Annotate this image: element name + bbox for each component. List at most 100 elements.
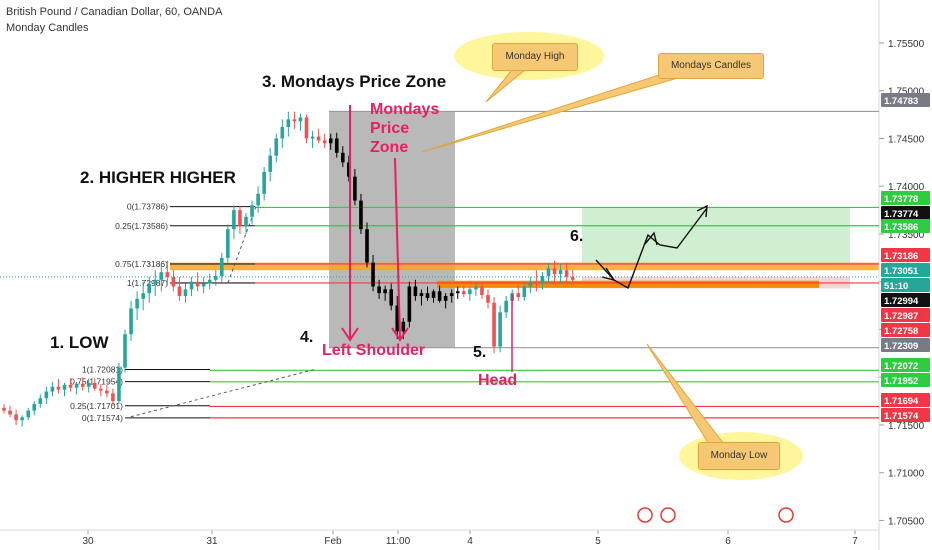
callout-pointer-low [646,343,725,447]
candle-body [528,281,533,287]
candle-body [250,205,254,217]
candle-body [159,272,164,280]
candle-body [213,275,218,280]
candle-body [20,417,24,421]
callout-monday-low[interactable]: Monday Low [698,442,780,470]
callout-mondays-candles[interactable]: Mondays Candles [658,53,764,79]
y-tick-label: 1.73500 [888,230,925,241]
candle-body [2,407,6,411]
candle-body [62,384,67,390]
candle-body [262,171,266,194]
candle-body [334,138,339,153]
candle-body [171,276,176,287]
x-tick-label: 11:00 [386,536,411,547]
fib-label-upper: 0(1.73786) [127,202,168,212]
price-badge-label: 1.72072 [884,361,918,372]
fib-label-upper: 0.75(1.73186) [115,259,168,269]
candle-body [207,279,212,284]
candle-body [341,152,345,163]
price-badge [881,323,930,337]
price-badge-label: 1.74783 [884,96,918,107]
candle-body [546,268,551,276]
annotation-low: 1. LOW [50,333,109,352]
candle-body [226,229,230,258]
candle-body [86,382,91,387]
fib-label-upper: 0.25(1.73586) [115,221,168,231]
candle-body [310,136,315,139]
event-flag-icon[interactable] [660,507,676,523]
candle-body [322,140,327,144]
candle-body [105,390,109,394]
y-tick-label: 1.74000 [888,182,925,193]
candle-body [395,305,400,332]
callout-monday-high[interactable]: Monday High [492,43,578,71]
event-flag-icon[interactable] [778,507,794,523]
candle-body [474,286,478,290]
candle-body [413,286,418,297]
candle-body [238,210,242,227]
price-badge-label: 1.73586 [884,222,918,233]
projection-arrowhead [601,267,616,282]
annotation-higher-higher: 2. HIGHER HIGHER [80,168,236,187]
price-badge-label: 1.71952 [884,376,918,387]
candle-body [558,270,563,275]
candle-body [129,308,133,335]
price-badge [881,393,930,407]
candle-body [455,291,460,294]
fib-label-lower: 0(1.71574) [82,413,123,423]
y-tick-label: 1.74500 [888,134,925,145]
candle-body [92,382,97,389]
fib-label-lower: 0.75(1.71954) [70,377,123,387]
candle-body [328,138,333,144]
candle-body [74,383,79,388]
x-tick-label: Feb [324,536,342,547]
annotation-label-5: 5. [473,344,487,361]
candle-body [147,283,151,294]
candle-body [183,289,188,297]
candle-body [492,302,496,347]
fib-label-lower: 1(1.72081) [82,364,123,374]
candle-body [195,281,200,287]
price-badge-label: 1.73186 [884,251,918,262]
x-tick-label: 7 [852,536,858,547]
y-tick-label: 1.75500 [888,39,925,50]
x-tick-label: 5 [595,536,601,547]
candle-body [570,276,575,280]
candle-body [431,291,436,298]
candle-body [165,272,170,277]
candle-body [268,155,272,172]
target-zone-box[interactable] [582,207,850,264]
fib-trend-upper [227,206,257,283]
price-badge-label: 1.73051 [884,266,919,277]
candle-body [304,117,309,139]
candle-body [177,286,182,297]
candle-body [99,388,103,391]
fib-trend-lower [124,369,315,419]
price-badge [881,206,930,220]
candle-body [480,286,484,296]
annotation-head: Head [478,372,518,389]
projection-arrowhead [644,231,658,246]
candle-body [286,119,291,128]
chart-subtitle: Monday Candles [6,22,89,34]
candle-body [425,293,430,298]
price-badge-label: 1.73774 [884,209,919,220]
candle-body [552,268,557,275]
candle-body [244,216,248,227]
fib-label-lower: 0.25(1.71701) [70,401,123,411]
x-tick-label: 6 [725,536,731,547]
candle-body [468,289,472,295]
candle-body [504,300,508,313]
y-tick-label: 1.71000 [888,469,925,480]
candle-body [123,334,127,368]
candle-body [32,403,37,411]
fib-label-upper: 1(1.72987) [127,278,168,288]
event-flag-icon[interactable] [637,507,653,523]
candle-body [516,293,521,297]
candle-body [26,410,30,418]
candle-body [38,398,43,404]
price-badge [881,263,930,277]
pink-arrow-head [341,327,359,342]
